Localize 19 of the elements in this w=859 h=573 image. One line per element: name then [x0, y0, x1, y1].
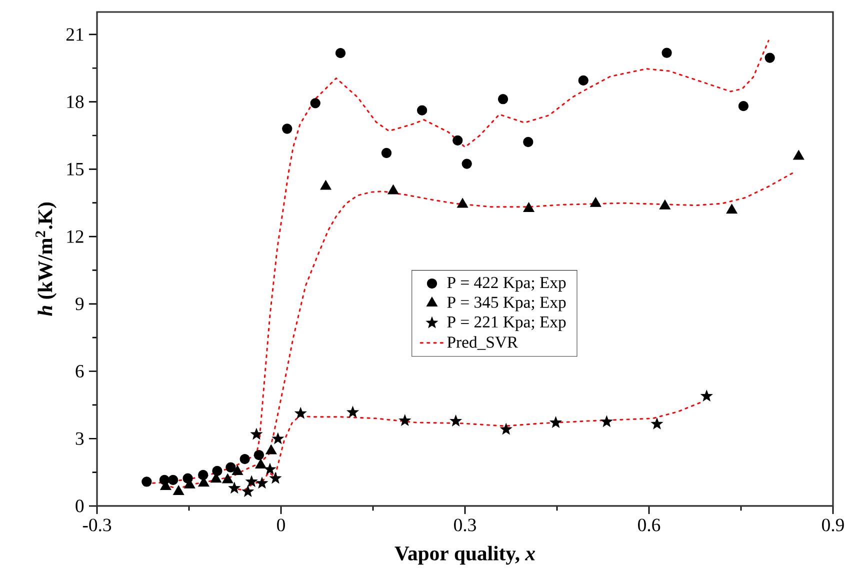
x-tick-label: 0.3 — [454, 518, 476, 532]
y-tick-label: 21 — [66, 28, 84, 41]
x-tick-label: 0.6 — [638, 518, 660, 532]
y-tick-label: 18 — [67, 96, 84, 108]
x-tick-label: 0.9 — [822, 518, 844, 532]
x-tick-label: 0 — [277, 518, 285, 532]
legend-label: Pred_SVR — [447, 336, 518, 350]
y-tick-label: 9 — [76, 298, 84, 310]
x-tick-label: -0.3 — [82, 518, 112, 532]
x-axis-title: Vapor quality, x — [394, 546, 536, 565]
legend-label: P = 221 Kpa; Exp — [447, 316, 566, 331]
y-tick-label: 6 — [76, 364, 84, 378]
legend-label: P = 422 Kpa; Exp — [447, 276, 566, 292]
y-tick-label: 0 — [76, 500, 84, 512]
y-tick-label: 3 — [76, 432, 84, 445]
y-tick-label: 12 — [67, 230, 84, 243]
y-axis-title: h (kW/m$^{2}$.K) — [36, 202, 56, 316]
y-tick-label: 15 — [67, 162, 84, 176]
legend-label: P = 345 Kpa; Exp — [447, 296, 566, 312]
